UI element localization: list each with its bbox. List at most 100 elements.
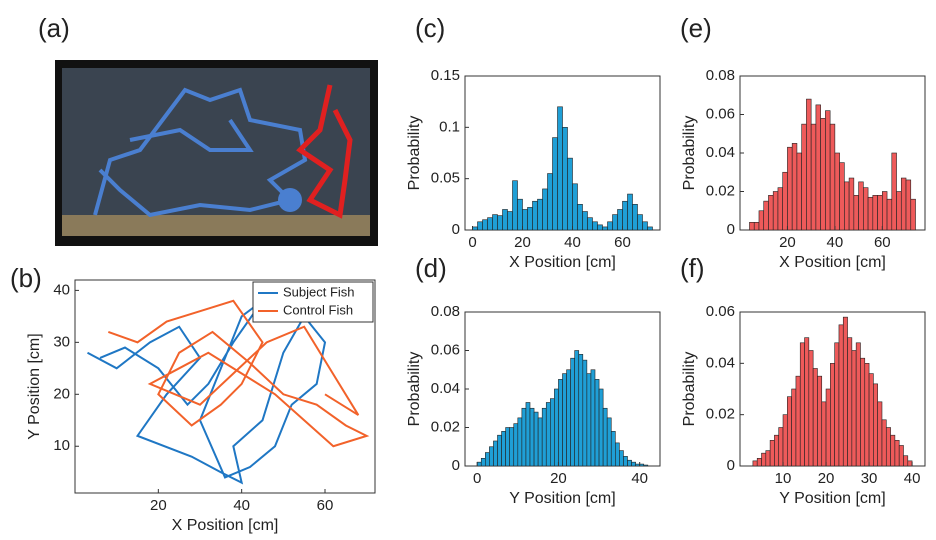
bar — [752, 460, 758, 467]
bar — [615, 442, 620, 467]
bar — [537, 198, 543, 231]
bar — [558, 379, 563, 467]
bar — [844, 181, 850, 231]
bar — [817, 375, 823, 467]
bar — [594, 379, 600, 467]
bar — [838, 324, 844, 467]
bar — [545, 402, 551, 467]
bar — [815, 104, 821, 231]
x-tick-label: 60 — [614, 234, 631, 251]
bar — [795, 375, 801, 467]
bar — [834, 342, 840, 467]
bar — [905, 179, 912, 231]
bar — [772, 191, 779, 231]
bar — [886, 198, 893, 231]
bar — [882, 191, 888, 231]
bar — [808, 350, 814, 467]
bar — [472, 226, 478, 231]
trajectory — [87, 299, 327, 485]
bar — [602, 407, 608, 467]
bar — [554, 388, 559, 467]
bar — [863, 187, 869, 231]
x-axis-label: X Position [cm] — [509, 254, 616, 271]
x-axis-label: X Position [cm] — [172, 517, 279, 534]
bar — [570, 357, 575, 467]
bar — [527, 207, 533, 231]
bar — [873, 383, 878, 467]
trajectory — [107, 299, 370, 448]
bar — [643, 464, 649, 467]
bar — [532, 200, 538, 231]
bar — [756, 457, 762, 467]
bar — [820, 118, 826, 231]
bar — [480, 457, 486, 467]
bar — [894, 440, 900, 467]
legend-box — [252, 281, 374, 323]
bar — [529, 407, 535, 467]
y-tick-label: 10 — [53, 437, 70, 454]
bar — [627, 459, 632, 467]
y-tick-label: 30 — [53, 333, 70, 350]
bar — [635, 463, 640, 467]
y-tick-label: 0 — [727, 457, 735, 474]
y-tick-label: 0 — [452, 457, 460, 474]
bar — [858, 181, 864, 231]
x-tick-label: 20 — [818, 470, 835, 487]
y-axis-label: Probability — [406, 352, 423, 427]
x-tick-label: 60 — [317, 497, 334, 514]
bar — [562, 373, 567, 467]
bar — [769, 440, 775, 467]
bar — [513, 423, 519, 467]
bar — [512, 180, 518, 231]
bar — [607, 221, 613, 231]
x-tick-label: 40 — [827, 234, 844, 251]
bar — [855, 342, 861, 467]
bar — [842, 316, 848, 467]
y-tick-label: 0.05 — [431, 170, 460, 187]
bar — [872, 195, 878, 231]
bar — [763, 200, 769, 231]
bar — [476, 461, 482, 467]
bar — [521, 407, 527, 467]
bar — [622, 200, 628, 231]
bar — [825, 110, 831, 231]
y-tick-label: 0.08 — [706, 67, 735, 84]
legend-label: Control Fish — [283, 302, 353, 317]
y-axis-label: Probability — [681, 352, 698, 427]
bar — [768, 195, 774, 231]
bar — [900, 177, 907, 231]
bar — [592, 221, 598, 231]
bar — [791, 388, 797, 467]
bar — [562, 127, 568, 231]
bar — [647, 226, 653, 231]
bar — [482, 219, 488, 231]
bar — [572, 183, 578, 231]
bar — [623, 456, 628, 467]
bar — [903, 455, 909, 467]
bar — [509, 427, 515, 467]
bar — [821, 401, 827, 467]
panel-label: (b) — [10, 263, 42, 293]
bar — [829, 123, 836, 231]
x-axis-label: X Position [cm] — [779, 254, 886, 271]
y-tick-label: 0 — [727, 221, 735, 238]
bar — [834, 152, 840, 231]
bar — [557, 106, 563, 231]
x-tick-label: 40 — [631, 470, 648, 487]
bar — [787, 396, 792, 467]
y-tick-label: 0.15 — [431, 67, 460, 84]
bar — [517, 198, 523, 231]
bar — [505, 427, 510, 467]
bar — [782, 414, 788, 467]
bar — [868, 373, 874, 467]
bar — [801, 123, 807, 231]
bar — [537, 417, 543, 467]
bar — [885, 427, 891, 467]
panel-label: (c) — [415, 13, 445, 43]
bar — [642, 221, 648, 231]
x-tick-label: 40 — [904, 470, 921, 487]
bar — [867, 196, 874, 231]
bar — [778, 427, 784, 467]
bar — [485, 452, 490, 467]
